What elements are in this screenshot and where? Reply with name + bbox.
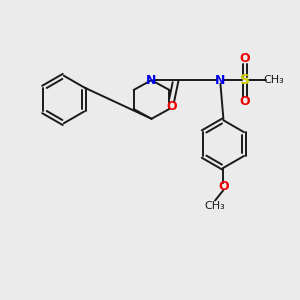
Text: N: N xyxy=(146,74,157,87)
Text: O: O xyxy=(166,100,177,113)
Text: O: O xyxy=(218,180,229,193)
Text: CH₃: CH₃ xyxy=(263,75,284,85)
Text: N: N xyxy=(215,74,226,87)
Text: O: O xyxy=(239,52,250,65)
Text: CH₃: CH₃ xyxy=(205,201,226,211)
Text: O: O xyxy=(239,95,250,108)
Text: S: S xyxy=(240,73,250,87)
